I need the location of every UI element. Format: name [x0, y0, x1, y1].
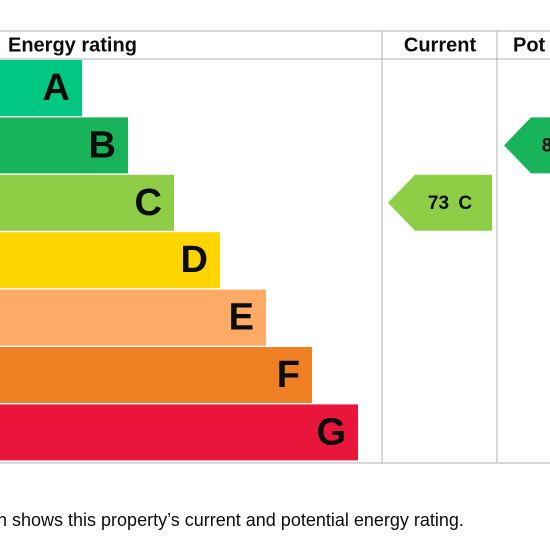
current-label: 73 C: [428, 193, 472, 214]
band-bar: [0, 347, 312, 403]
current-arrow: [388, 174, 492, 231]
band-bar: [0, 174, 174, 231]
caption: n shows this property’s current and pote…: [0, 510, 464, 530]
potential-arrow: [504, 117, 550, 174]
band-bar: [0, 289, 266, 346]
band-bar: [0, 404, 358, 461]
band-letter: A: [43, 67, 70, 109]
header-rating: Energy rating: [8, 34, 137, 56]
band-letter: D: [181, 239, 208, 281]
band-bar: [0, 232, 220, 289]
band-letter: G: [316, 411, 346, 453]
potential-label: 8: [542, 135, 550, 156]
header-current: Current: [404, 34, 477, 56]
band-letter: E: [229, 297, 254, 339]
header-potential: Pot: [513, 34, 546, 56]
band-letter: C: [135, 182, 162, 224]
band-letter: B: [89, 124, 116, 166]
band-bar: [0, 60, 82, 116]
band-bar: [0, 117, 128, 174]
band-letter: F: [277, 354, 300, 396]
